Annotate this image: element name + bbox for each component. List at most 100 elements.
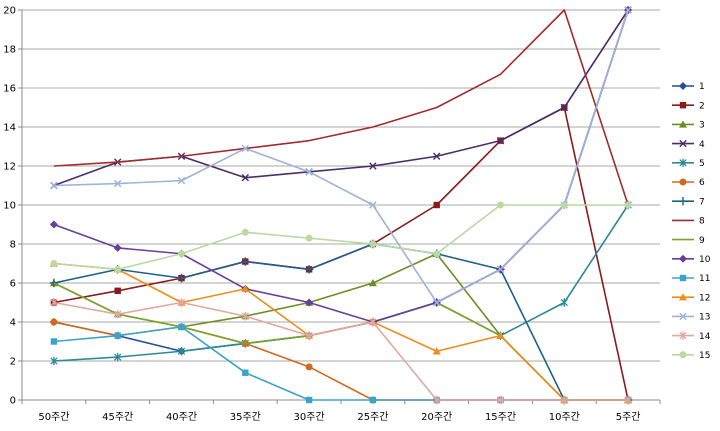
series-12 xyxy=(49,259,633,404)
data-point xyxy=(679,351,687,359)
legend-label: 14 xyxy=(699,332,711,342)
data-point xyxy=(241,174,249,182)
data-point xyxy=(114,352,122,362)
data-point xyxy=(49,220,58,229)
series-line xyxy=(53,326,629,401)
legend-item-7: 7 xyxy=(672,197,705,207)
series-1 xyxy=(49,6,633,356)
legend-label: 13 xyxy=(699,313,710,323)
legend-item-14: 14 xyxy=(672,331,711,342)
legend-label: 4 xyxy=(699,140,705,150)
data-point xyxy=(560,201,568,209)
data-point xyxy=(114,287,121,294)
legend-item-1: 1 xyxy=(672,82,705,92)
series-line xyxy=(53,9,629,304)
data-point xyxy=(433,395,441,405)
data-point xyxy=(679,158,687,167)
legend-item-15: 15 xyxy=(672,351,710,361)
data-point xyxy=(369,317,377,327)
data-point xyxy=(679,82,687,90)
y-tick-label: 20 xyxy=(3,6,16,17)
legend-label: 10 xyxy=(699,255,711,265)
data-point xyxy=(496,265,505,274)
x-tick-label: 25주간 xyxy=(357,411,388,423)
data-point xyxy=(177,347,186,356)
legend-label: 8 xyxy=(699,217,705,227)
legend-item-11: 11 xyxy=(672,274,710,284)
series-line xyxy=(53,9,629,187)
legend-label: 15 xyxy=(699,351,710,361)
data-point xyxy=(679,274,687,282)
series-line xyxy=(53,301,629,401)
legend-item-8: 8 xyxy=(672,217,705,227)
x-tick-label: 5주간 xyxy=(616,411,641,423)
data-point xyxy=(50,298,58,307)
y-tick-label: 14 xyxy=(3,123,16,134)
data-point xyxy=(624,6,632,14)
data-point xyxy=(241,257,250,266)
data-point xyxy=(50,318,58,326)
axes: 0 2 4 6 8 10 12 14 16 18 20 50주간 45주간 40주간 35주간 30주간 25주… xyxy=(3,6,661,423)
series-15 xyxy=(50,201,632,273)
legend-label: 2 xyxy=(699,101,705,111)
data-point xyxy=(369,240,377,248)
series-line xyxy=(53,262,629,401)
data-point xyxy=(369,201,377,209)
x-tick-label: 50주간 xyxy=(38,411,69,423)
data-point xyxy=(679,139,687,148)
data-point xyxy=(624,395,632,405)
y-tick-label: 6 xyxy=(10,279,16,290)
data-point xyxy=(241,284,250,293)
data-point xyxy=(114,179,122,188)
data-point xyxy=(369,396,377,404)
data-point xyxy=(679,312,687,321)
series-line xyxy=(53,9,629,206)
data-point xyxy=(560,298,568,307)
legend-item-10: 10 xyxy=(672,254,711,265)
data-point xyxy=(679,120,687,128)
legend-label: 3 xyxy=(699,121,705,131)
x-tick-label: 40주간 xyxy=(166,411,197,423)
y-tick-label: 18 xyxy=(3,45,16,56)
series-13 xyxy=(50,6,632,307)
data-point xyxy=(678,197,688,206)
x-tick-label: 10주간 xyxy=(549,411,580,423)
data-point xyxy=(114,265,122,273)
series-line xyxy=(53,9,629,353)
data-point xyxy=(433,250,441,258)
series-4 xyxy=(50,6,632,190)
legend-label: 7 xyxy=(699,197,705,207)
data-point xyxy=(50,181,58,190)
data-point xyxy=(113,243,122,252)
data-point xyxy=(496,136,505,145)
data-point xyxy=(305,234,313,242)
gridlines xyxy=(22,9,660,401)
legend-item-12: 12 xyxy=(672,293,710,303)
data-point xyxy=(679,102,687,109)
legend-label: 12 xyxy=(699,293,710,303)
x-tick-label: 45주간 xyxy=(102,411,133,423)
data-point xyxy=(369,162,377,170)
y-tick-label: 12 xyxy=(3,162,16,173)
y-tick-label: 0 xyxy=(10,396,16,407)
data-point xyxy=(304,265,314,274)
data-point xyxy=(432,347,441,355)
data-point xyxy=(242,369,249,376)
data-point xyxy=(177,298,186,307)
data-point xyxy=(241,228,249,236)
data-point xyxy=(305,168,313,176)
legend-label: 9 xyxy=(699,236,705,246)
data-point xyxy=(679,178,687,186)
data-point xyxy=(305,298,314,307)
data-point xyxy=(305,331,313,340)
data-point xyxy=(624,201,632,209)
data-point xyxy=(177,176,186,185)
data-point xyxy=(178,323,185,331)
data-point xyxy=(114,332,121,339)
legend-item-4: 4 xyxy=(672,140,705,150)
series-line xyxy=(53,204,629,271)
series-14 xyxy=(50,298,632,405)
